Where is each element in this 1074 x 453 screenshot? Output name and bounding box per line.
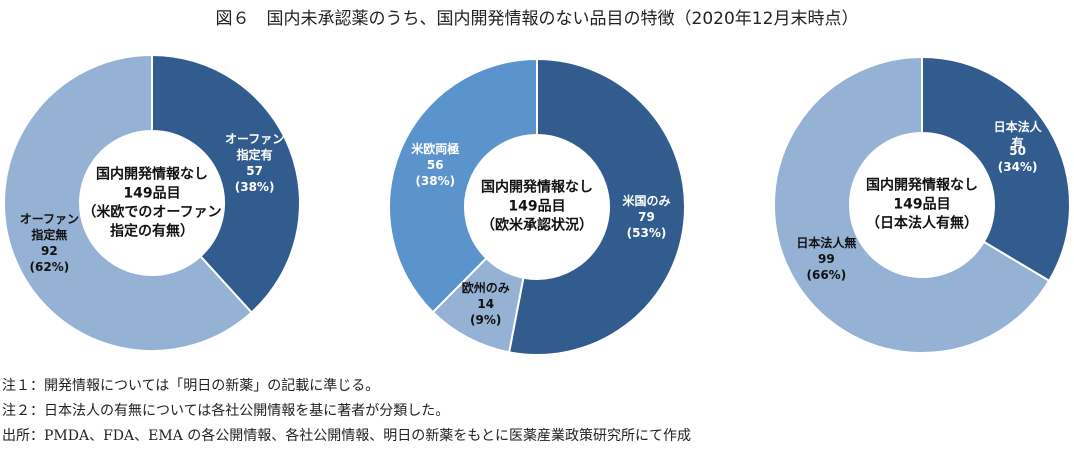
slice-percent: (53%)	[626, 226, 667, 241]
slice-value: 92	[41, 243, 58, 258]
center-label: 149品目	[123, 185, 181, 201]
center-label: 149品目	[893, 196, 951, 213]
slice-label: 米国のみ	[622, 194, 671, 209]
center-label: 国内開発情報なし	[866, 177, 978, 194]
slice-label: オーファン 指定無	[19, 211, 80, 242]
slice-label: オーファン 指定有	[224, 132, 285, 163]
slice-percent: (38%)	[415, 174, 456, 189]
slice-value: 14	[477, 297, 495, 312]
donut-slice	[3, 53, 253, 352]
donut-slice	[921, 55, 1071, 283]
donut-slice	[388, 57, 538, 314]
slice-percent: (66%)	[806, 268, 847, 283]
slice-value: 50	[1009, 143, 1026, 158]
note: 出所：PMDA、FDA、EMA の各公開情報、各社公開情報、明日の新薬をもとに医…	[2, 428, 691, 444]
slice-percent: (62%)	[29, 259, 70, 274]
center-label: （日本法人有無）	[866, 215, 978, 232]
slice-label: 日本法人有	[993, 119, 1042, 150]
donut-slice	[507, 57, 686, 356]
center-label: 国内開発情報なし	[96, 166, 208, 182]
center-label: 国内開発情報なし	[481, 179, 593, 196]
slice-percent: (9%)	[470, 313, 502, 328]
slice-value: 57	[246, 164, 263, 179]
slice-label: 日本法人無	[796, 236, 857, 251]
note: 注１：開発情報については「明日の新薬」の記載に準じる。	[2, 378, 380, 394]
slice-value: 56	[426, 158, 444, 173]
slice-label: 米欧両極	[411, 142, 460, 157]
donut-slice	[151, 53, 301, 314]
slice-label: 欧州のみ	[461, 281, 510, 296]
slice-value: 99	[817, 252, 835, 267]
chart-title: 図６ 国内未承認薬のうち、国内開発情報のない品目の特徴（2020年12月末時点）	[215, 9, 859, 29]
center-label: （米欧でのオーファン	[82, 204, 222, 220]
slice-value: 79	[638, 210, 655, 225]
center-label: 指定の有無）	[110, 223, 194, 239]
slice-percent: (38%)	[234, 180, 275, 195]
center-label: 149品目	[508, 198, 566, 215]
note: 注２：日本法人の有無については各社公開情報を基に著者が分類した。	[2, 403, 450, 419]
center-label: （欧米承認状況）	[481, 217, 593, 234]
slice-percent: (34%)	[997, 159, 1038, 174]
donut-slice	[773, 55, 1051, 354]
